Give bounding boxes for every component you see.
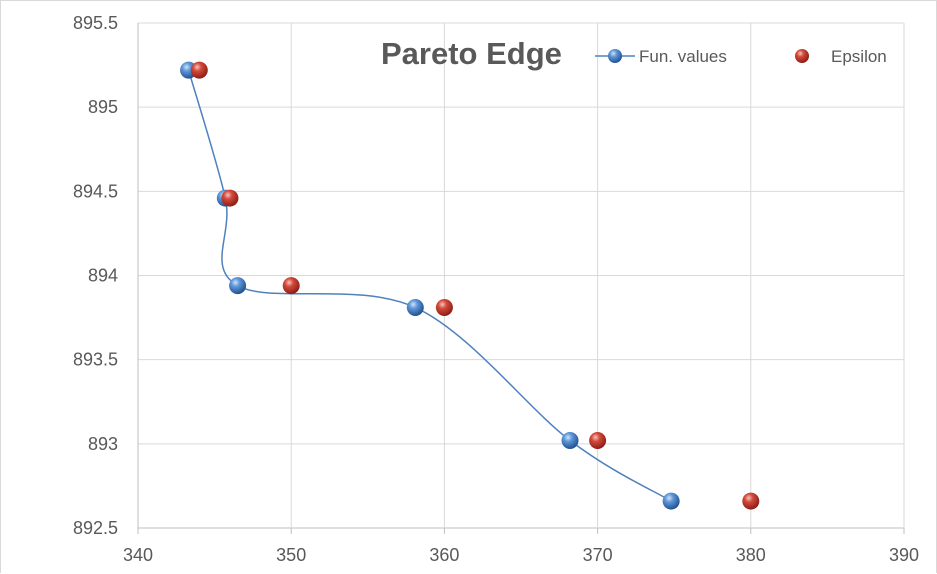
point-fun-values	[561, 431, 579, 449]
x-tick-label: 380	[736, 545, 766, 565]
axes: 892.5 893 893.5 894 894.5 895 895.5 340 350 360 37…	[73, 13, 919, 565]
y-tick-label: 895	[88, 97, 118, 117]
point-epsilon	[190, 61, 208, 79]
legend-item-epsilon: Epsilon	[795, 47, 887, 66]
plot-area	[180, 61, 760, 510]
point-epsilon	[221, 189, 239, 207]
y-tick-label: 892.5	[73, 518, 118, 538]
point-epsilon	[742, 492, 760, 510]
x-tick-label: 390	[889, 545, 919, 565]
legend-marker-fun-values	[608, 49, 622, 63]
point-epsilon	[589, 431, 607, 449]
y-tick-label: 893	[88, 434, 118, 454]
point-fun-values	[662, 492, 680, 510]
x-tick-label: 360	[429, 545, 459, 565]
y-tick-label: 894	[88, 266, 118, 286]
chart-title: Pareto Edge	[381, 36, 562, 71]
point-fun-values	[406, 298, 424, 316]
x-tick-label: 340	[123, 545, 153, 565]
point-epsilon	[435, 298, 453, 316]
legend-item-fun-values: Fun. values	[595, 47, 727, 66]
y-tick-label: 893.5	[73, 350, 118, 370]
x-tick-label: 350	[276, 545, 306, 565]
point-epsilon	[282, 277, 300, 295]
y-tick-label: 895.5	[73, 13, 118, 33]
legend-label-epsilon: Epsilon	[831, 47, 887, 66]
gridlines	[137, 22, 905, 529]
point-fun-values	[229, 277, 247, 295]
legend: Fun. values Epsilon	[595, 47, 887, 66]
legend-label-fun-values: Fun. values	[639, 47, 727, 66]
x-tick-label: 370	[583, 545, 613, 565]
y-tick-label: 894.5	[73, 181, 118, 201]
legend-marker-epsilon	[795, 49, 809, 63]
